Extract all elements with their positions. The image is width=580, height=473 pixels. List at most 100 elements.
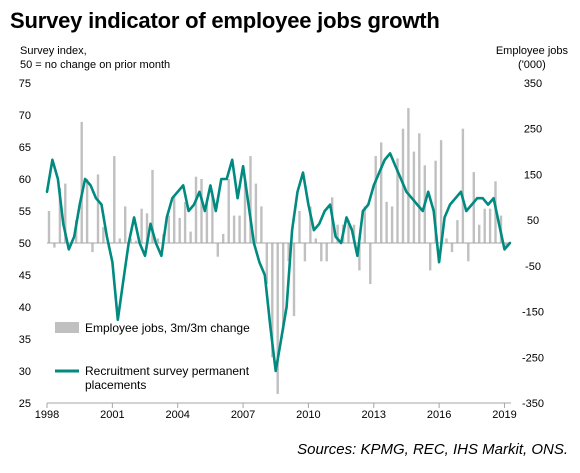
bar <box>238 215 241 243</box>
line-point <box>258 261 261 264</box>
line-point <box>225 178 228 180</box>
bar <box>374 156 377 243</box>
left-axis-title-line-2: 50 = no change on prior month <box>20 59 171 71</box>
line-point <box>313 229 315 231</box>
bar <box>140 208 143 243</box>
y-right-tick-label: -350 <box>522 398 544 410</box>
bar <box>134 240 138 243</box>
bar <box>96 174 100 243</box>
bar <box>325 243 328 262</box>
bar <box>183 201 187 243</box>
x-tick-label: 2004 <box>165 409 189 421</box>
bar <box>303 243 307 262</box>
right-axis-title-line-1: Employee jobs <box>495 45 568 57</box>
legend-line-label-part: placements <box>85 378 146 392</box>
line-point <box>127 242 130 244</box>
bar <box>249 156 252 243</box>
bar <box>227 179 230 243</box>
bar <box>91 243 94 253</box>
bar <box>151 169 154 243</box>
line-point <box>247 203 250 206</box>
line-point <box>422 210 424 212</box>
line-point <box>318 223 321 225</box>
line-point <box>416 203 419 206</box>
y-left-tick-label: 60 <box>19 174 31 186</box>
legend-line-label-part: Recruitment survey permanent <box>85 364 250 378</box>
y-left-tick-label: 70 <box>19 110 31 122</box>
bar <box>145 213 149 243</box>
line-point <box>307 203 310 206</box>
bar <box>113 156 116 243</box>
line-point <box>351 229 353 231</box>
bar <box>429 243 432 271</box>
line-point <box>68 248 70 251</box>
legend-bar-swatch <box>55 322 79 333</box>
bar <box>298 211 301 243</box>
line-point <box>509 242 511 244</box>
line-point <box>231 159 233 161</box>
line-series-path <box>45 152 512 373</box>
y-left-tick-label: 40 <box>19 302 31 314</box>
line-point <box>400 178 402 180</box>
line-point <box>78 203 81 206</box>
line-point <box>471 203 473 206</box>
line-point <box>285 306 288 308</box>
bar <box>336 224 339 243</box>
x-tick-label: 1998 <box>35 409 59 421</box>
bar <box>380 142 383 243</box>
line-point <box>144 255 146 257</box>
line-point <box>443 216 446 219</box>
chart-title: Survey indicator of employee jobs growth <box>10 8 440 33</box>
line-point <box>329 203 332 206</box>
line-point <box>89 184 92 187</box>
bar <box>385 201 388 243</box>
bar <box>194 176 198 243</box>
line-point <box>73 235 75 238</box>
line-point <box>481 197 484 199</box>
bar <box>439 140 443 243</box>
line-point <box>296 191 299 193</box>
bar <box>456 220 459 243</box>
bar <box>483 208 486 243</box>
line-point <box>46 191 48 193</box>
x-tick-label: 2001 <box>100 409 124 421</box>
line-point <box>133 216 135 219</box>
bar <box>450 243 454 253</box>
line-point <box>449 203 451 206</box>
x-tick-label: 2019 <box>492 409 516 421</box>
y-right-tick-label: -50 <box>525 261 541 273</box>
y-right-tick-label: -250 <box>522 352 544 364</box>
line-point <box>373 184 375 187</box>
bar <box>309 206 312 243</box>
bar <box>200 179 203 243</box>
line-point <box>198 191 201 193</box>
line-point <box>264 274 266 276</box>
bar <box>358 243 361 271</box>
y-right-tick-label: 150 <box>524 169 542 181</box>
bar <box>64 183 67 243</box>
line-point <box>280 338 283 340</box>
bar <box>287 243 290 262</box>
line-point <box>236 197 239 199</box>
line-point <box>323 210 326 212</box>
line-point <box>111 261 114 264</box>
line-point <box>193 203 195 206</box>
line-point <box>160 255 163 257</box>
y-left-tick-label: 65 <box>19 142 31 154</box>
line-point <box>51 159 54 161</box>
line-point <box>405 191 408 193</box>
line-point <box>438 261 440 264</box>
bar <box>173 197 176 243</box>
line-point <box>215 210 217 212</box>
bar <box>472 172 475 243</box>
line-point <box>411 197 413 199</box>
bar <box>243 181 247 243</box>
line-point <box>149 223 152 225</box>
line-point <box>378 171 381 174</box>
line-point <box>100 203 103 206</box>
bar <box>222 233 225 243</box>
bar <box>434 160 437 243</box>
line-point <box>356 255 359 257</box>
line-point <box>187 210 190 212</box>
